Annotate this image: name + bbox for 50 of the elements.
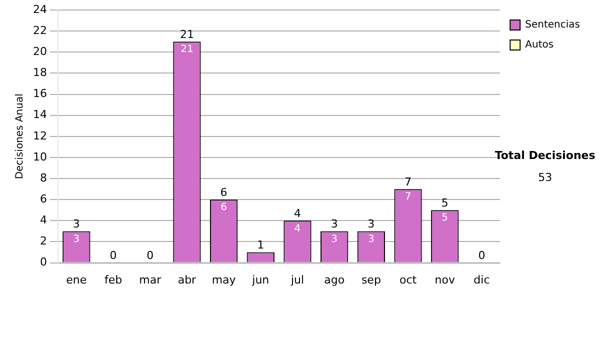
y-tick-label: 20	[32, 44, 47, 58]
total-label: 3	[368, 218, 375, 231]
data-label: 3	[73, 234, 80, 245]
y-tick-label: 14	[32, 108, 47, 122]
y-tick-label: 0	[40, 256, 47, 269]
data-label: 5	[442, 212, 448, 224]
x-tick-label: nov	[434, 273, 456, 286]
x-tick-label: may	[212, 273, 236, 286]
x-tick-label: oct	[399, 273, 418, 286]
data-label: 7	[404, 192, 412, 203]
annotation: Total Decisiones	[494, 149, 596, 162]
total-label: 4	[294, 207, 301, 220]
y-tick-label: 12	[32, 129, 47, 142]
total-label: 1	[257, 238, 264, 252]
legend-label: Sentencias	[525, 20, 580, 31]
data-label: 3	[331, 234, 338, 245]
data-label: 3	[368, 234, 374, 245]
total-label: 0	[146, 249, 154, 262]
x-tick-label: abr	[178, 273, 197, 286]
text: 53	[538, 171, 552, 184]
total-label: 5	[441, 196, 448, 210]
total-label: 0	[478, 249, 486, 262]
data-label: 4	[294, 223, 301, 234]
x-tick-label: ago	[324, 273, 345, 286]
y-tick-label: 8	[40, 171, 47, 184]
total-label: 7	[404, 175, 412, 188]
total-label: 21	[180, 28, 194, 41]
total-label: 6	[220, 186, 228, 199]
y-tick-label: 6	[40, 192, 47, 206]
y-axis-title: Decisiones Anual	[14, 94, 26, 180]
y-tick-label: 4	[40, 214, 47, 227]
y-tick-label: 16	[32, 87, 47, 100]
data-label: 21	[180, 44, 194, 56]
x-tick-label: sep	[361, 273, 381, 286]
y-tick-label: 24	[32, 2, 47, 16]
x-tick-label: feb	[104, 273, 122, 286]
y-tick-label: 22	[32, 24, 47, 37]
x-tick-label: jul	[290, 273, 304, 286]
y-tick-label: 2	[40, 234, 47, 248]
y-tick-label: 18	[32, 66, 47, 80]
x-tick-label: jun	[251, 273, 270, 286]
total-label: 0	[110, 249, 117, 262]
total-label: 3	[330, 218, 338, 231]
x-tick-label: dic	[474, 273, 490, 286]
total-label: 3	[72, 218, 80, 231]
x-tick-label: ene	[66, 273, 87, 286]
data-label: 6	[220, 202, 227, 214]
y-tick-label: 10	[32, 150, 47, 164]
x-tick-label: mar	[139, 273, 162, 286]
legend-label: Autos	[525, 40, 554, 51]
